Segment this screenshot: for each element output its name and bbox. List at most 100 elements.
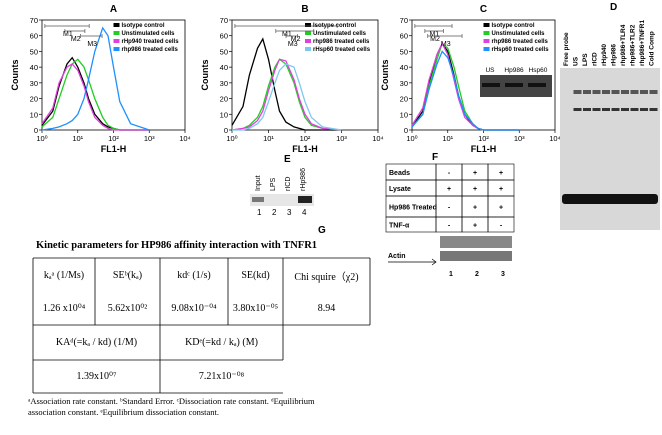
panel-label: C bbox=[480, 4, 487, 15]
panel-label: A bbox=[110, 4, 117, 15]
x-tick-label: 10³ bbox=[514, 134, 525, 143]
gel-band bbox=[611, 108, 620, 111]
y-tick-label: 50 bbox=[30, 47, 38, 56]
blot bbox=[440, 251, 512, 261]
table-text: Beads bbox=[389, 170, 410, 177]
gel-band bbox=[592, 90, 601, 94]
legend-swatch bbox=[483, 31, 490, 35]
lane-number: 3 bbox=[501, 271, 505, 278]
lane-label: Free probe bbox=[563, 32, 570, 66]
gel-band bbox=[562, 194, 658, 204]
gel-band bbox=[630, 90, 639, 94]
legend-label: rhp986 treated cells bbox=[313, 39, 370, 45]
table-cell: SE(kd) bbox=[241, 269, 270, 281]
table-text: TNF-α bbox=[389, 223, 410, 230]
table-text: + bbox=[473, 186, 477, 193]
marker-bracket bbox=[64, 29, 86, 33]
lane-label: rICD bbox=[592, 52, 599, 66]
table-cell: 3.80x10⁻⁰⁵ bbox=[232, 303, 279, 314]
y-tick-label: 60 bbox=[220, 32, 228, 41]
lane-number: 4 bbox=[302, 208, 307, 217]
panel-label: G bbox=[318, 225, 326, 236]
arrow bbox=[388, 258, 437, 266]
table-cell: KAᵈ(=kₐ / kd) (1/M) bbox=[55, 337, 138, 348]
marker-label: M2 bbox=[291, 36, 301, 43]
x-tick-label: 10² bbox=[108, 134, 119, 143]
gel-band bbox=[602, 108, 610, 111]
y-tick-label: 10 bbox=[400, 110, 408, 119]
table-text: + bbox=[499, 186, 503, 193]
panel-label: E bbox=[284, 154, 291, 165]
histogram-line bbox=[41, 58, 150, 131]
legend-swatch bbox=[113, 31, 120, 35]
lane-label: rHp940 bbox=[601, 44, 608, 66]
blot bbox=[440, 236, 512, 248]
gel-band bbox=[640, 90, 648, 94]
histogram-line bbox=[231, 58, 342, 131]
table-text: + bbox=[473, 223, 477, 230]
y-tick-label: 10 bbox=[220, 110, 228, 119]
legend-label: Isotype control bbox=[122, 23, 165, 29]
y-axis-label: Counts bbox=[10, 60, 20, 91]
y-tick-label: 70 bbox=[400, 16, 408, 25]
gel-band bbox=[621, 90, 629, 94]
lane-label: US bbox=[573, 56, 580, 66]
x-tick-label: 10⁰ bbox=[406, 134, 417, 143]
inset-band bbox=[528, 83, 546, 87]
y-tick-label: 0 bbox=[224, 126, 228, 135]
marker-bracket bbox=[414, 24, 453, 28]
lane-number: 2 bbox=[475, 271, 479, 278]
lane-label: rICD bbox=[285, 177, 292, 191]
x-tick-label: 10⁴ bbox=[372, 134, 384, 143]
histogram-line bbox=[41, 63, 150, 131]
panel-label: B bbox=[301, 4, 308, 15]
lane-label: rhp986+TNFR1 bbox=[639, 20, 646, 66]
marker-label: M3 bbox=[441, 41, 451, 48]
inset-band bbox=[482, 83, 500, 87]
legend-label: rHsp60 treated cells bbox=[492, 47, 550, 53]
marker-bracket bbox=[275, 29, 315, 33]
table-text: - bbox=[448, 223, 451, 230]
legend-swatch bbox=[305, 47, 311, 51]
blot-band bbox=[298, 196, 312, 203]
lane-label: rhp986+TLR2 bbox=[630, 24, 637, 66]
y-tick-label: 0 bbox=[34, 126, 38, 135]
y-tick-label: 20 bbox=[220, 95, 228, 104]
y-tick-label: 20 bbox=[400, 95, 408, 104]
gel-band bbox=[649, 108, 658, 111]
gel-band bbox=[583, 90, 591, 94]
blot-band bbox=[252, 197, 264, 202]
table-cell: kₐᵃ (1/Ms) bbox=[43, 269, 85, 281]
legend-label: rhp986 treated cells bbox=[492, 39, 549, 45]
x-tick-label: 10⁴ bbox=[179, 134, 191, 143]
table-cell: 7.21x10⁻⁰⁸ bbox=[198, 371, 245, 382]
gel-band bbox=[611, 90, 620, 94]
y-tick-label: 40 bbox=[220, 63, 228, 72]
inset-lane-label: Hsp60 bbox=[529, 67, 548, 74]
gel-band bbox=[573, 90, 582, 94]
legend-swatch bbox=[113, 23, 120, 27]
table-text: - bbox=[500, 223, 503, 230]
marker-label: M1 bbox=[282, 31, 292, 38]
table-cell: 9.08x10⁻⁰⁴ bbox=[171, 303, 217, 314]
legend-swatch bbox=[483, 39, 490, 43]
lane-number: 1 bbox=[257, 208, 262, 217]
x-tick-label: 10⁰ bbox=[36, 134, 47, 143]
x-tick-label: 10² bbox=[478, 134, 489, 143]
histogram-line bbox=[411, 50, 520, 131]
x-tick-label: 10¹ bbox=[442, 134, 453, 143]
gel-band bbox=[573, 108, 582, 111]
table-text: + bbox=[473, 205, 477, 212]
gel-band bbox=[592, 108, 601, 111]
y-tick-label: 60 bbox=[30, 32, 38, 41]
x-tick-label: 10⁴ bbox=[549, 134, 561, 143]
table-title: Kinetic parameters for HP986 affinity in… bbox=[36, 240, 318, 251]
inset-lane-label: US bbox=[485, 67, 495, 74]
lane-number: 1 bbox=[449, 271, 453, 278]
table-text: Lysate bbox=[389, 186, 411, 193]
legend-label: Unstimulated cells bbox=[122, 31, 176, 37]
table-cell: SEᵇ(kₐ) bbox=[112, 269, 143, 281]
gel-band bbox=[640, 108, 648, 111]
gel-band bbox=[630, 108, 639, 111]
